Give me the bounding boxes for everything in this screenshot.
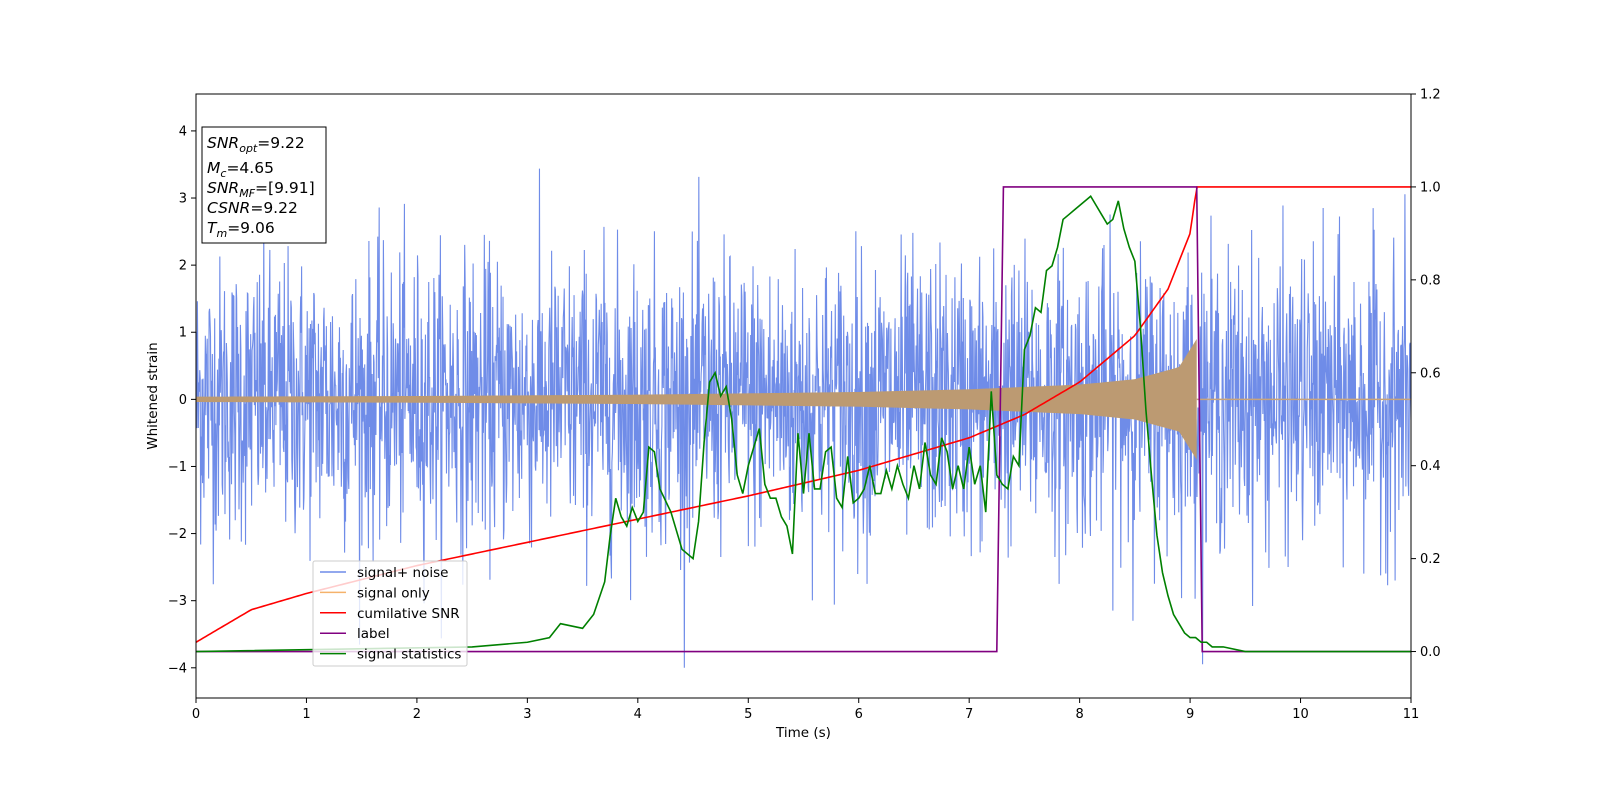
signal-statistics-line	[195, 195, 1411, 653]
y-left-tick-label: −3	[168, 594, 187, 609]
legend-label-label: label	[357, 626, 390, 642]
x-tick-label: 0	[192, 707, 200, 722]
y-right-tick-label: 0.0	[1420, 645, 1441, 660]
label-line	[196, 186, 1411, 653]
mc-base: M	[207, 159, 220, 177]
y-axis-right: 0.0 0.2 0.4 0.6 0.8 1.0 1.2	[1411, 88, 1441, 660]
signal-only-series	[196, 338, 1411, 460]
x-tick-label: 1	[302, 707, 310, 722]
y-left-tick-label: 2	[179, 259, 187, 274]
snr-mf-value: =[9.91]	[255, 179, 315, 197]
y-right-tick-label: 1.0	[1420, 180, 1441, 195]
x-axis: 0 1 2 3 4 5 6 7 8 9 10 11	[192, 698, 1419, 722]
y-left-tick-label: −2	[168, 527, 187, 542]
y-left-tick-label: 4	[179, 124, 187, 139]
snr-opt-base: SNR	[207, 134, 239, 152]
y-right-tick-label: 0.6	[1420, 366, 1441, 381]
y-axis-label: Whitened strain	[145, 342, 161, 449]
mc-text: Mc=4.65	[207, 159, 274, 180]
snr-mf-text: SNRMF=[9.91]	[207, 179, 315, 200]
y-left-tick-label: 1	[179, 326, 187, 341]
plot-frame	[195, 93, 1412, 699]
x-tick-label: 6	[855, 707, 863, 722]
legend-label-cumulative-snr: cumilative SNR	[357, 606, 460, 622]
legend: signal+ noise signal only cumilative SNR…	[312, 560, 468, 667]
x-tick-label: 8	[1075, 707, 1083, 722]
csnr-base: CSNR	[207, 199, 250, 217]
snr-opt-text: SNRopt=9.22	[207, 134, 305, 155]
snr-opt-sub: opt	[239, 142, 258, 155]
tm-value: =9.06	[227, 219, 275, 237]
y-axis-left: −4 −3 −2 −1 0 1 2 3 4	[168, 124, 196, 676]
tm-base: T	[207, 219, 218, 237]
y-left-tick-label: −4	[168, 661, 187, 676]
x-tick-label: 10	[1292, 707, 1309, 722]
x-tick-label: 2	[413, 707, 421, 722]
y-right-tick-label: 0.2	[1420, 552, 1441, 567]
signal-only-band	[196, 338, 1197, 460]
x-tick-label: 7	[965, 707, 973, 722]
snr-mf-sub: MF	[239, 187, 255, 200]
y-right-tick-label: 0.8	[1420, 273, 1441, 288]
mc-sub: c	[220, 167, 226, 180]
y-right-tick-label: 0.4	[1420, 459, 1441, 474]
snr-mf-base: SNR	[207, 179, 239, 197]
tm-text: Tm=9.06	[207, 219, 275, 240]
mc-value: =4.65	[226, 159, 274, 177]
x-tick-label: 9	[1186, 707, 1194, 722]
x-tick-label: 11	[1403, 707, 1420, 722]
csnr-value: =9.22	[250, 199, 298, 217]
label-series	[196, 186, 1411, 653]
y-left-tick-label: 0	[179, 393, 187, 408]
y-left-tick-label: −1	[168, 460, 187, 475]
y-right-tick-label: 1.2	[1420, 88, 1441, 103]
signal-statistics-series	[195, 195, 1411, 653]
legend-label-signal-only: signal only	[357, 585, 430, 601]
signal-noise-line	[196, 168, 1411, 668]
snr-opt-value: =9.22	[257, 134, 305, 152]
y-left-tick-label: 3	[179, 192, 187, 207]
signal-noise-series	[196, 168, 1411, 668]
legend-label-signal-statistics: signal statistics	[357, 647, 461, 663]
tm-sub: m	[216, 227, 227, 240]
x-tick-label: 5	[744, 707, 752, 722]
x-tick-label: 4	[634, 707, 642, 722]
metrics-annotation-box: SNRopt=9.22 Mc=4.65 SNRMF=[9.91] CSNR=9.…	[201, 126, 327, 244]
csnr-text: CSNR=9.22	[207, 199, 298, 217]
legend-label-signal-noise: signal+ noise	[357, 565, 448, 581]
x-tick-label: 3	[523, 707, 531, 722]
x-axis-label: Time (s)	[775, 725, 831, 741]
